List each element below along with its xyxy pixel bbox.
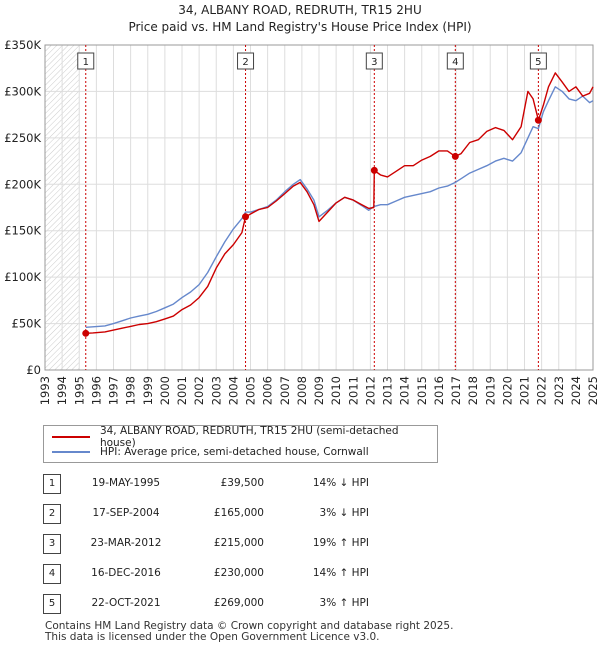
- sale-hpi-diff: 19% ↑ HPI: [312, 537, 369, 549]
- sale-price: £39,500: [220, 477, 264, 489]
- chart-subtitle: Price paid vs. HM Land Registry's House …: [128, 20, 471, 34]
- x-tick-label: 2003: [209, 376, 223, 405]
- sale-row: 4 16-DEC-2016 £230,000 14% ↑ HPI: [0, 564, 600, 584]
- y-tick-label: £200K: [4, 177, 41, 191]
- x-tick-label: 2020: [500, 376, 514, 405]
- x-tick-label: 2025: [586, 376, 600, 405]
- x-tick-label: 2013: [381, 376, 395, 405]
- sale-price: £269,000: [213, 597, 264, 609]
- sale-hpi-diff: 3% ↑ HPI: [319, 597, 369, 609]
- sale-marker-label: 2: [242, 57, 248, 68]
- sale-date: 19-MAY-1995: [91, 477, 161, 489]
- sale-point: [82, 329, 90, 337]
- hpi-series-line: [85, 86, 594, 328]
- footer-copyright: Contains HM Land Registry data © Crown c…: [45, 620, 454, 632]
- x-tick-label: 2015: [415, 376, 429, 405]
- sale-marker-label: 3: [371, 57, 377, 68]
- x-tick-label: 2017: [449, 376, 463, 405]
- legend-label-property: 34, ALBANY ROAD, REDRUTH, TR15 2HU (semi…: [99, 425, 399, 449]
- legend-swatch-property: [52, 436, 90, 438]
- y-tick-label: £50K: [12, 317, 42, 331]
- y-tick-label: £0: [26, 363, 41, 377]
- legend-swatch-hpi: [52, 451, 90, 453]
- x-tick-label: 2024: [569, 376, 583, 405]
- legend-item-property: 34, ALBANY ROAD, REDRUTH, TR15 2HU (semi…: [52, 425, 437, 449]
- chart-title: 34, ALBANY ROAD, REDRUTH, TR15 2HU: [178, 3, 421, 17]
- x-tick-label: 1999: [141, 376, 155, 405]
- x-tick-label: 1996: [89, 376, 103, 405]
- sale-marker-box: [77, 52, 95, 70]
- sale-marker-label: 5: [535, 57, 541, 68]
- sale-price: £230,000: [213, 567, 264, 579]
- sale-date: 17-SEP-2004: [92, 507, 160, 519]
- legend-item-hpi: HPI: Average price, semi-detached house,…: [52, 444, 369, 460]
- x-tick-label: 2014: [398, 376, 412, 405]
- x-tick-label: 2011: [346, 376, 360, 405]
- sale-point: [534, 116, 542, 124]
- sale-number-badge: 3: [43, 534, 61, 554]
- y-tick-label: £250K: [4, 131, 41, 145]
- x-tick-label: 2006: [261, 376, 275, 405]
- sale-point: [242, 213, 250, 221]
- x-tick-label: 1994: [55, 376, 69, 405]
- plot-border: [44, 44, 594, 371]
- property-series-line: [85, 72, 594, 334]
- x-tick-label: 2022: [535, 376, 549, 405]
- sale-row: 2 17-SEP-2004 £165,000 3% ↓ HPI: [0, 504, 600, 524]
- x-tick-label: 1997: [107, 376, 121, 405]
- sale-marker-label: 1: [83, 57, 89, 68]
- y-tick-label: £350K: [4, 38, 41, 52]
- sale-price: £215,000: [213, 537, 264, 549]
- y-tick-label: £150K: [4, 224, 41, 238]
- x-tick-label: 2016: [432, 376, 446, 405]
- sale-row: 3 23-MAR-2012 £215,000 19% ↑ HPI: [0, 534, 600, 554]
- sale-marker-box: [237, 52, 255, 70]
- x-tick-label: 1995: [72, 376, 86, 405]
- x-tick-label: 2007: [278, 376, 292, 405]
- x-tick-label: 2008: [295, 376, 309, 405]
- sale-price: £165,000: [213, 507, 264, 519]
- x-tick-label: 2005: [244, 376, 258, 405]
- x-tick-label: 2019: [483, 376, 497, 405]
- sale-hpi-diff: 14% ↑ HPI: [312, 567, 369, 579]
- footer-licence: This data is licensed under the Open Gov…: [45, 631, 380, 643]
- sale-hpi-diff: 3% ↓ HPI: [319, 507, 369, 519]
- x-tick-label: 2010: [329, 376, 343, 405]
- x-tick-label: 1998: [124, 376, 138, 405]
- x-tick-label: 2000: [158, 376, 172, 405]
- sale-date: 22-OCT-2021: [91, 597, 161, 609]
- sale-point: [370, 166, 378, 174]
- sale-number-badge: 5: [43, 594, 61, 614]
- footer-attribution: Contains HM Land Registry data © Crown c…: [45, 621, 453, 643]
- x-tick-label: 2001: [175, 376, 189, 405]
- sale-marker-box: [529, 52, 547, 70]
- sale-point: [451, 152, 459, 160]
- x-tick-label: 2009: [312, 376, 326, 405]
- sale-marker-label: 4: [452, 57, 458, 68]
- chart-legend: 34, ALBANY ROAD, REDRUTH, TR15 2HU (semi…: [43, 425, 438, 463]
- x-tick-label: 2021: [518, 376, 532, 405]
- x-tick-label: 2023: [552, 376, 566, 405]
- sale-hpi-diff: 14% ↓ HPI: [312, 477, 369, 489]
- y-tick-label: £300K: [4, 84, 41, 98]
- x-tick-label: 2002: [192, 376, 206, 405]
- sale-number-badge: 4: [43, 564, 61, 584]
- sale-date: 16-DEC-2016: [91, 567, 161, 579]
- sale-number-badge: 2: [43, 504, 61, 524]
- x-tick-label: 2012: [363, 376, 377, 405]
- y-tick-label: £100K: [4, 270, 41, 284]
- x-tick-label: 1993: [38, 376, 52, 405]
- sale-marker-box: [365, 52, 383, 70]
- x-tick-label: 2004: [226, 376, 240, 405]
- sale-row: 5 22-OCT-2021 £269,000 3% ↑ HPI: [0, 594, 600, 614]
- sale-marker-box: [446, 52, 464, 70]
- x-tick-label: 2018: [466, 376, 480, 405]
- legend-label-hpi: HPI: Average price, semi-detached house,…: [100, 446, 369, 458]
- price-chart: 34, ALBANY ROAD, REDRUTH, TR15 2HU Price…: [4, 3, 600, 405]
- sale-row: 1 19-MAY-1995 £39,500 14% ↓ HPI: [0, 474, 600, 494]
- sale-date: 23-MAR-2012: [90, 537, 162, 549]
- sale-number-badge: 1: [43, 474, 61, 494]
